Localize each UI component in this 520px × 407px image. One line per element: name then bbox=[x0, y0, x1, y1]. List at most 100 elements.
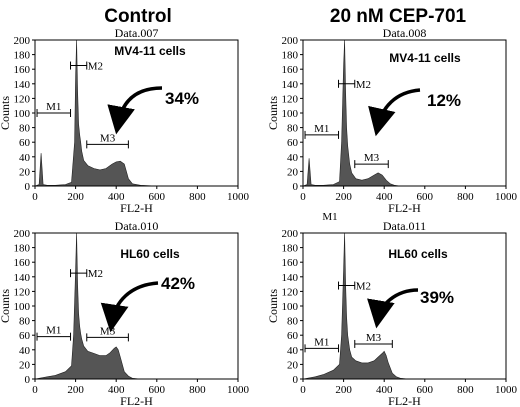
gate-m1 bbox=[36, 109, 72, 117]
y-tick-label: 200 bbox=[282, 35, 299, 47]
x-tick-label: 800 bbox=[189, 191, 206, 203]
x-tick-label: 0 bbox=[32, 191, 38, 203]
y-tick-label: 60 bbox=[287, 330, 299, 342]
x-tick-label: 600 bbox=[149, 191, 166, 203]
y-tick-label: 100 bbox=[282, 301, 299, 313]
percent-label: 42% bbox=[161, 274, 195, 293]
gate-label: M1 bbox=[46, 101, 61, 113]
y-tick-label: 140 bbox=[14, 272, 31, 284]
y-tick-label: 120 bbox=[14, 93, 31, 105]
y-axis-label: Counts bbox=[0, 96, 12, 130]
x-tick-label: 1000 bbox=[495, 191, 518, 203]
percent-label: 39% bbox=[420, 288, 454, 307]
y-tick-label: 20 bbox=[19, 166, 31, 178]
cell-line-label: HL60 cells bbox=[388, 247, 448, 261]
x-tick-label: 600 bbox=[149, 384, 166, 396]
histogram-panel-3: Data.010 0 20 40 60 80 100 120 140 160 180 200 0 200 4… bbox=[0, 219, 250, 407]
column-title-cep701: 20 nM CEP-701 bbox=[330, 6, 467, 27]
gate-label: M3 bbox=[366, 332, 382, 344]
gate-m1 bbox=[304, 130, 340, 139]
gate-label: M2 bbox=[356, 281, 371, 293]
y-tick-label: 0 bbox=[25, 181, 31, 193]
gate-m2 bbox=[70, 269, 88, 278]
panel-title: Data.010 bbox=[115, 219, 159, 233]
y-tick-label: 20 bbox=[19, 359, 31, 371]
histogram-panel-2: Data.008 0 20 40 60 80 100 120 140 160 180 200 0 200 4… bbox=[266, 26, 518, 215]
y-tick-label: 160 bbox=[14, 257, 31, 269]
y-tick-label: 120 bbox=[282, 93, 299, 105]
gate-label: M1 bbox=[314, 336, 329, 348]
x-axis-label: FL2-H bbox=[388, 394, 421, 407]
x-tick-label: 400 bbox=[376, 384, 393, 396]
gate-label: M2 bbox=[88, 268, 103, 280]
y-tick-label: 40 bbox=[19, 152, 31, 164]
y-tick-label: 180 bbox=[282, 50, 299, 62]
y-tick-label: 60 bbox=[287, 137, 299, 149]
gate-m3 bbox=[354, 160, 389, 169]
gate-m3 bbox=[86, 333, 129, 342]
gate-m2 bbox=[338, 281, 356, 290]
gate-label: M2 bbox=[356, 79, 371, 91]
y-tick-label: 40 bbox=[287, 345, 299, 357]
x-tick-label: 1000 bbox=[227, 191, 250, 203]
x-axis-label: FL2-H bbox=[120, 394, 153, 407]
x-tick-label: 800 bbox=[457, 191, 474, 203]
histogram-panel-4: Data.011 0 20 40 60 80 100 120 140 160 180 200 0 200 4… bbox=[266, 219, 518, 407]
cell-line-label: MV4-11 cells bbox=[389, 51, 461, 65]
y-tick-label: 200 bbox=[14, 35, 31, 47]
x-tick-label: 800 bbox=[189, 384, 206, 396]
y-tick-label: 80 bbox=[19, 316, 31, 328]
x-tick-label: 0 bbox=[32, 384, 38, 396]
y-tick-label: 140 bbox=[282, 272, 299, 284]
gate-label: M3 bbox=[100, 132, 116, 144]
y-tick-label: 100 bbox=[282, 108, 299, 120]
panel-title: Data.008 bbox=[383, 26, 427, 40]
y-tick-label: 20 bbox=[287, 359, 299, 371]
x-axis-label: FL2-H bbox=[388, 201, 421, 215]
y-tick-label: 160 bbox=[282, 64, 299, 76]
gate-label: M3 bbox=[100, 325, 116, 337]
x-tick-label: 200 bbox=[335, 191, 352, 203]
stray-gate-label: M1 bbox=[322, 211, 337, 223]
y-tick-label: 180 bbox=[14, 243, 31, 255]
y-tick-label: 160 bbox=[282, 257, 299, 269]
x-tick-label: 600 bbox=[417, 384, 434, 396]
curved-arrow-icon bbox=[368, 88, 421, 137]
x-tick-label: 200 bbox=[67, 191, 84, 203]
y-axis-label: Counts bbox=[266, 96, 280, 130]
x-tick-label: 0 bbox=[300, 384, 306, 396]
cell-line-label: HL60 cells bbox=[120, 247, 180, 261]
cell-line-label: MV4-11 cells bbox=[114, 44, 186, 58]
y-tick-label: 40 bbox=[19, 345, 31, 357]
curved-arrow-icon bbox=[100, 281, 159, 333]
x-tick-label: 800 bbox=[457, 384, 474, 396]
curved-arrow-icon bbox=[107, 86, 163, 135]
gate-label: M1 bbox=[46, 325, 61, 337]
gate-m3 bbox=[354, 339, 393, 348]
gate-m1 bbox=[304, 344, 340, 353]
gate-label: M3 bbox=[364, 152, 380, 164]
y-tick-label: 80 bbox=[287, 123, 299, 135]
y-tick-label: 20 bbox=[287, 166, 299, 178]
y-tick-label: 140 bbox=[14, 79, 31, 91]
gate-m2 bbox=[338, 79, 356, 88]
gate-m1 bbox=[36, 332, 72, 341]
panel-title: Data.011 bbox=[383, 219, 426, 233]
column-title-control: Control bbox=[104, 6, 172, 27]
y-tick-label: 0 bbox=[25, 374, 31, 386]
y-tick-label: 140 bbox=[282, 79, 299, 91]
y-tick-label: 200 bbox=[14, 228, 31, 240]
percent-label: 34% bbox=[165, 89, 199, 108]
y-tick-label: 100 bbox=[14, 108, 31, 120]
x-tick-label: 200 bbox=[335, 384, 352, 396]
x-tick-label: 200 bbox=[67, 384, 84, 396]
x-tick-label: 600 bbox=[417, 191, 434, 203]
y-tick-label: 60 bbox=[19, 137, 31, 149]
y-tick-label: 200 bbox=[282, 228, 299, 240]
y-tick-label: 180 bbox=[282, 243, 299, 255]
y-axis-label: Counts bbox=[0, 289, 12, 323]
gate-label: M2 bbox=[88, 61, 103, 73]
y-tick-label: 120 bbox=[282, 286, 299, 298]
x-tick-label: 0 bbox=[300, 191, 306, 203]
x-tick-label: 1000 bbox=[495, 384, 518, 396]
